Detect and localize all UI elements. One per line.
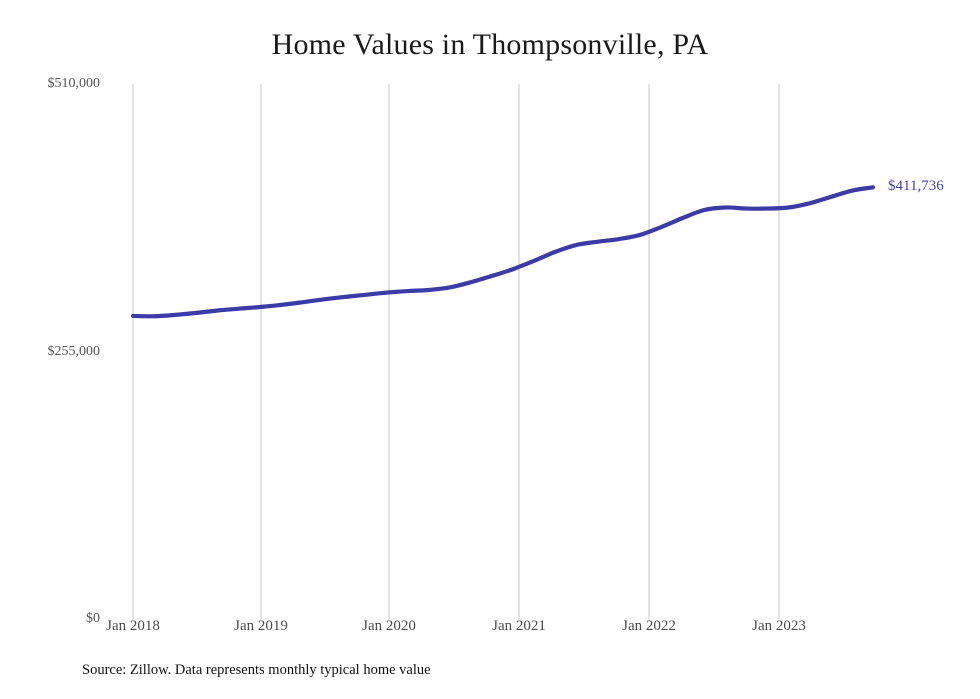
vertical-gridlines bbox=[132, 84, 780, 620]
series-line-home-values bbox=[130, 185, 876, 319]
x-tick-label-jan-2022: Jan 2022 bbox=[622, 618, 676, 634]
x-tick-label-jan-2023: Jan 2023 bbox=[752, 618, 806, 634]
series-end-value-label: $411,736 bbox=[888, 178, 944, 195]
x-tick-label-jan-2018: Jan 2018 bbox=[106, 618, 160, 634]
y-tick-label-bottom: $0 bbox=[86, 611, 100, 626]
chart-title: Home Values in Thompsonville, PA bbox=[271, 28, 709, 61]
y-tick-label-top: $510,000 bbox=[47, 76, 101, 91]
x-tick-label-jan-2021: Jan 2021 bbox=[492, 618, 546, 634]
x-tick-label-jan-2019: Jan 2019 bbox=[234, 618, 288, 634]
y-tick-label-mid: $255,000 bbox=[47, 344, 101, 359]
source-note: Source: Zillow. Data represents monthly … bbox=[82, 662, 431, 678]
x-tick-label-jan-2020: Jan 2020 bbox=[362, 618, 416, 634]
